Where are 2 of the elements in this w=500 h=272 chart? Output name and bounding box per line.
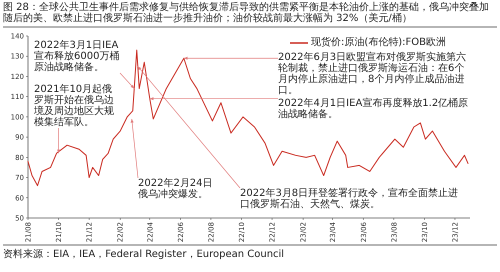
legend: 现货价:原油(布伦特):FOB欧洲 [311, 37, 446, 48]
title: 图 28：全球公共卫生事件后需求修复与供给恢复滞后导致的供需紧平衡是本轮油价上涨的基础，俄乌冲突叠加随后的美、欧禁止进口俄罗斯石油进一步推升油价；油价较战前最大涨幅为 32%（美元/桶） [3, 2, 490, 24]
